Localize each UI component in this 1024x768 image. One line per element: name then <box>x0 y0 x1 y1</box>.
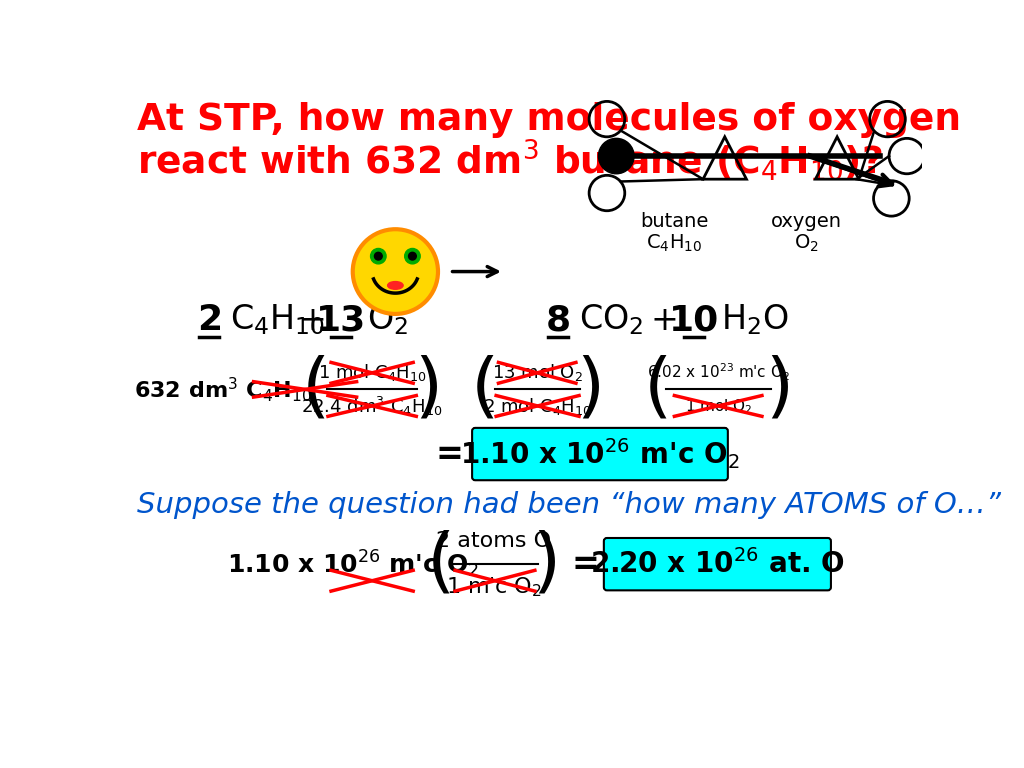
Text: 6.02 x 10$^{23}$ m'c O$_2$: 6.02 x 10$^{23}$ m'c O$_2$ <box>647 362 791 383</box>
Text: ): ) <box>765 355 793 424</box>
FancyBboxPatch shape <box>604 538 830 591</box>
Text: 10: 10 <box>669 303 719 337</box>
FancyBboxPatch shape <box>472 428 728 480</box>
Text: O$_2$: O$_2$ <box>367 303 408 337</box>
Text: +: + <box>650 303 678 336</box>
Text: 2.20 x 10$^{26}$ at. O: 2.20 x 10$^{26}$ at. O <box>590 549 845 579</box>
Text: +: + <box>299 303 327 336</box>
Text: react with 632 dm$^3$ butane (C$_4$H$_{10}$)?: react with 632 dm$^3$ butane (C$_4$H$_{1… <box>137 137 883 181</box>
Text: 2 mol C$_4$H$_{10}$: 2 mol C$_4$H$_{10}$ <box>483 396 592 417</box>
Text: 2 atoms O: 2 atoms O <box>436 531 551 551</box>
Text: O$_2$: O$_2$ <box>794 233 818 254</box>
Text: 13 mol O$_2$: 13 mol O$_2$ <box>492 362 583 383</box>
Text: CO$_2$: CO$_2$ <box>579 303 643 337</box>
Text: Suppose the question had been “how many ATOMS of O…”: Suppose the question had been “how many … <box>137 491 1001 519</box>
Text: 8: 8 <box>546 303 570 337</box>
Text: C$_4$H$_{10}$: C$_4$H$_{10}$ <box>646 233 702 254</box>
Circle shape <box>371 249 386 264</box>
Text: (: ( <box>644 355 672 424</box>
Text: (: ( <box>302 355 331 424</box>
Circle shape <box>375 253 382 260</box>
Circle shape <box>404 249 420 264</box>
Text: =: = <box>435 438 464 471</box>
Text: H$_2$O: H$_2$O <box>721 303 788 337</box>
Text: 1 m'c O$_2$: 1 m'c O$_2$ <box>445 575 542 599</box>
Text: 1 mol C$_4$H$_{10}$: 1 mol C$_4$H$_{10}$ <box>317 362 426 383</box>
Text: C$_4$H$_{10}$: C$_4$H$_{10}$ <box>230 303 326 337</box>
Text: At STP, how many molecules of oxygen: At STP, how many molecules of oxygen <box>137 102 962 138</box>
Circle shape <box>598 138 634 174</box>
Text: 13: 13 <box>316 303 367 337</box>
Circle shape <box>352 229 438 314</box>
Text: 1 mol O$_2$: 1 mol O$_2$ <box>685 397 753 415</box>
Text: =: = <box>571 548 599 581</box>
Text: ): ) <box>414 355 442 424</box>
Text: 22.4 dm$^3$ C$_4$H$_{10}$: 22.4 dm$^3$ C$_4$H$_{10}$ <box>301 395 442 418</box>
Text: oxygen: oxygen <box>771 212 842 231</box>
Text: (: ( <box>470 355 499 424</box>
Text: 1.10 x 10$^{26}$ m'c O$_2$: 1.10 x 10$^{26}$ m'c O$_2$ <box>227 548 479 580</box>
Text: 2: 2 <box>197 303 222 337</box>
Text: butane: butane <box>640 212 709 231</box>
Text: ): ) <box>575 355 604 424</box>
Text: 1.10 x 10$^{26}$ m'c O$_2$: 1.10 x 10$^{26}$ m'c O$_2$ <box>460 437 739 472</box>
Text: 632 dm$^3$ C$_4$H$_{10}$: 632 dm$^3$ C$_4$H$_{10}$ <box>134 375 312 404</box>
Text: (: ( <box>427 530 456 599</box>
Ellipse shape <box>388 282 403 290</box>
Text: ): ) <box>532 530 560 599</box>
Circle shape <box>409 253 417 260</box>
